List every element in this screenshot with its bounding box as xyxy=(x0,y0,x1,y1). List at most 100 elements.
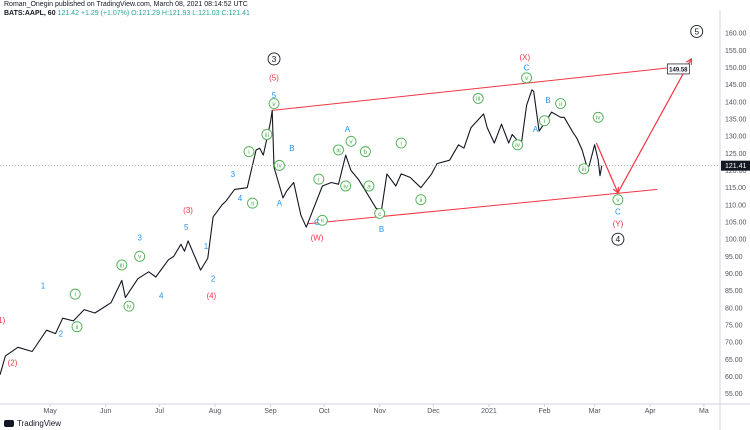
y-tick-label: 160.00 xyxy=(725,31,747,38)
projection-path: 149.58 xyxy=(595,57,692,195)
y-tick-label: 135.00 xyxy=(725,117,747,124)
price-line xyxy=(0,89,603,375)
footer: TradingView xyxy=(4,419,61,428)
wave-label-circle xyxy=(690,25,704,38)
ohlc-values: O:121.29 H:121.93 L:121.03 C:121.41 xyxy=(131,10,250,17)
x-tick-label: Jul xyxy=(155,408,164,415)
wave-label: v xyxy=(616,197,620,204)
y-tick-label: 110.00 xyxy=(725,202,746,209)
wave-label-circle xyxy=(521,72,533,84)
x-tick-label: Aug xyxy=(209,408,222,415)
chart-header: Roman_Onegin published on TradingView.co… xyxy=(4,0,250,18)
wave-label: (Y) xyxy=(613,220,624,229)
wave-label-circle xyxy=(273,159,285,171)
x-tick-label: Apr xyxy=(645,408,657,415)
symbol-name[interactable]: BATS:AAPL, 60 xyxy=(4,10,56,17)
last-price-tag xyxy=(721,160,750,171)
target-label-box xyxy=(666,63,690,75)
symbol-line: BATS:AAPL, 60 121.42 +1.29 (+1.07%) O:12… xyxy=(4,9,250,18)
y-tick-label: 120.00 xyxy=(725,168,747,175)
wave-label: v xyxy=(525,75,529,82)
wave-label: C xyxy=(314,218,320,227)
wave-label-circle xyxy=(472,92,484,104)
wave-label: 2 xyxy=(211,275,216,284)
wave-label: B xyxy=(379,225,384,234)
wave-label-circle xyxy=(611,232,625,246)
wave-label: (4) xyxy=(206,292,216,301)
wave-label: iii xyxy=(582,166,586,173)
wave-label-circle xyxy=(134,250,146,262)
wave-label: B xyxy=(545,96,550,105)
y-tick-label: 145.00 xyxy=(725,82,747,89)
wave-label-circle xyxy=(345,135,357,147)
x-tick-label: Feb xyxy=(538,408,550,415)
wave-label: C xyxy=(524,63,530,72)
wave-label: 1 xyxy=(204,242,209,251)
y-tick-label: 70.00 xyxy=(725,340,743,347)
y-tick-label: 80.00 xyxy=(725,305,743,312)
wave-label-circle xyxy=(123,300,135,312)
wave-label-circle xyxy=(374,207,386,219)
wave-label: C xyxy=(615,208,621,217)
last-price-value: 121.42 xyxy=(57,10,79,17)
wave-label-circle xyxy=(267,52,281,66)
wave-label: (W) xyxy=(311,233,324,242)
wave-label: 5 xyxy=(694,27,699,37)
wave-label: ii xyxy=(321,218,324,225)
wave-label: 3 xyxy=(137,233,142,242)
wave-label: ii xyxy=(251,200,254,207)
wave-label: v xyxy=(138,254,142,261)
wave-label-circle xyxy=(243,146,255,158)
wave-label-circle xyxy=(395,137,407,149)
wave-label-circle xyxy=(247,197,258,209)
target-label: 149.58 xyxy=(669,67,688,73)
y-tick-label: 150.00 xyxy=(725,65,747,72)
wave-label-circle xyxy=(512,139,524,151)
wave-label: (3) xyxy=(183,206,193,215)
time-axis: May Jun Jul Aug Sep Oct Nov Dec 2021 Feb Mar Apr Ma xyxy=(44,404,709,415)
y-tick-label: 140.00 xyxy=(725,99,747,106)
wave-label: ii xyxy=(76,324,79,331)
wave-label: A xyxy=(277,199,283,208)
wave-label: i xyxy=(248,149,249,156)
x-tick-label: 2021 xyxy=(481,408,497,415)
y-tick-label: 125.00 xyxy=(725,151,747,158)
wave-label: iv xyxy=(127,303,132,310)
wave-label: B xyxy=(289,144,294,153)
y-tick-label: 115.00 xyxy=(725,185,746,192)
wave-label: i xyxy=(318,176,319,183)
wave-label-circle xyxy=(71,321,83,333)
channel-line xyxy=(308,188,658,225)
wave-label-circle xyxy=(261,129,273,140)
wave-label: i xyxy=(400,140,401,147)
wave-label-circle xyxy=(69,288,81,300)
wave-label-circle xyxy=(612,194,624,206)
wave-label: 2 xyxy=(59,329,64,338)
wave-label: b xyxy=(364,149,368,156)
wave-label: (2) xyxy=(8,359,18,368)
wave-label: i xyxy=(544,118,545,125)
y-tick-label: 100.00 xyxy=(725,237,747,244)
y-tick-label: 85.00 xyxy=(725,288,743,295)
y-tick-label: 95.00 xyxy=(725,254,743,261)
wave-label: 3 xyxy=(231,170,236,179)
wave-label: a xyxy=(367,183,371,190)
wave-label-circle xyxy=(316,214,328,226)
wave-label: 1) xyxy=(0,316,6,325)
x-tick-label: Dec xyxy=(427,408,440,415)
wave-label: iv xyxy=(596,115,601,122)
y-tick-label: 65.00 xyxy=(725,357,743,364)
wave-label: iii xyxy=(265,132,269,139)
x-tick-label: Sep xyxy=(264,408,277,415)
x-tick-label: Jun xyxy=(100,408,111,415)
tradingview-logo-icon xyxy=(4,420,14,427)
wave-label: 3 xyxy=(272,54,277,64)
wave-label-circle xyxy=(555,98,567,110)
wave-label: (X) xyxy=(519,53,530,62)
projection-line xyxy=(595,58,692,195)
wave-label: iii xyxy=(336,147,340,154)
wave-label: 5 xyxy=(184,223,189,232)
wave-label-circle xyxy=(333,144,344,156)
x-tick-label: May xyxy=(44,408,58,415)
